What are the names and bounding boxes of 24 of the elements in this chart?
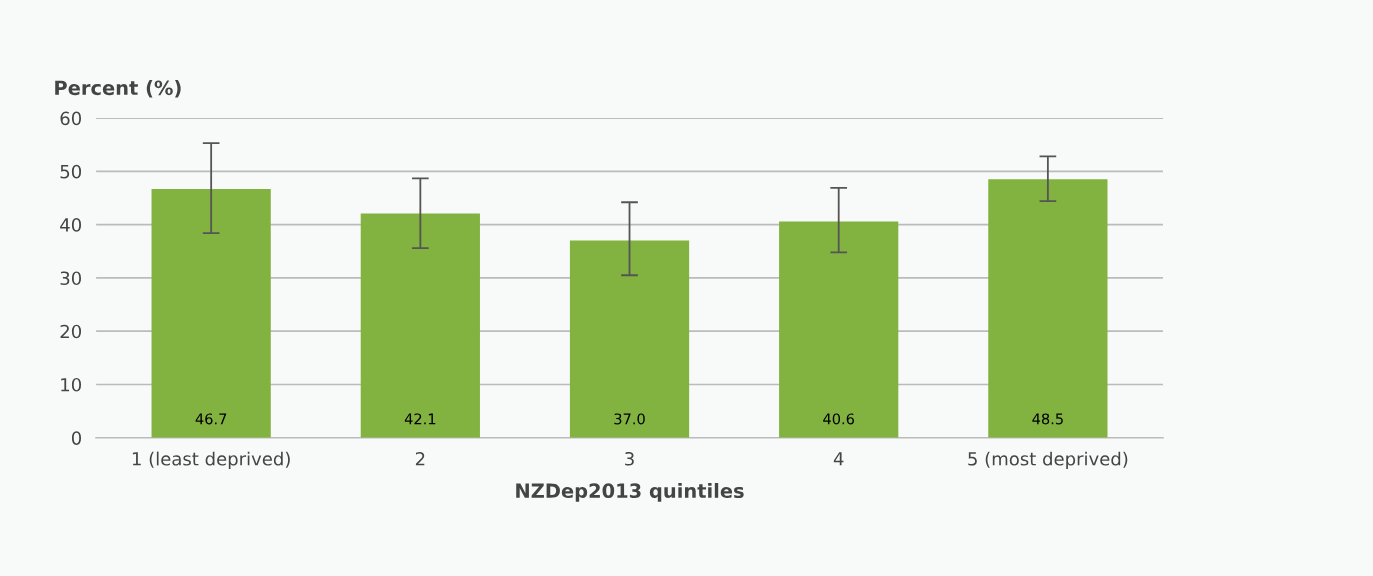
y-tick-label: 0 xyxy=(71,431,82,445)
x-tick-label: 2 xyxy=(415,451,425,466)
bar xyxy=(360,213,480,438)
bar xyxy=(151,188,271,438)
bar xyxy=(779,221,899,438)
x-tick-label: 1 (least deprived) xyxy=(132,451,290,470)
y-tick-label: 60 xyxy=(60,111,82,126)
y-tick-label: 10 xyxy=(61,377,82,392)
data-label: 48.5 xyxy=(1032,413,1063,425)
y-tick-label: 20 xyxy=(60,324,82,339)
bar xyxy=(569,240,690,438)
y-tick-label: 30 xyxy=(60,271,82,286)
x-tick-label: 4 xyxy=(833,452,844,466)
data-label: 42.1 xyxy=(404,413,436,425)
bar xyxy=(988,179,1108,438)
y-tick-label: 50 xyxy=(60,164,82,179)
data-label: 46.7 xyxy=(195,413,227,425)
data-label: 37.0 xyxy=(614,413,645,425)
x-axis-title: NZDep2013 quintiles xyxy=(516,483,744,502)
x-tick-label: 3 xyxy=(625,451,634,466)
y-axis-title: Percent (%) xyxy=(55,80,181,98)
x-tick-label: 5 (most deprived) xyxy=(968,451,1128,470)
data-label: 40.6 xyxy=(823,413,855,425)
y-tick-label: 40 xyxy=(60,218,82,232)
